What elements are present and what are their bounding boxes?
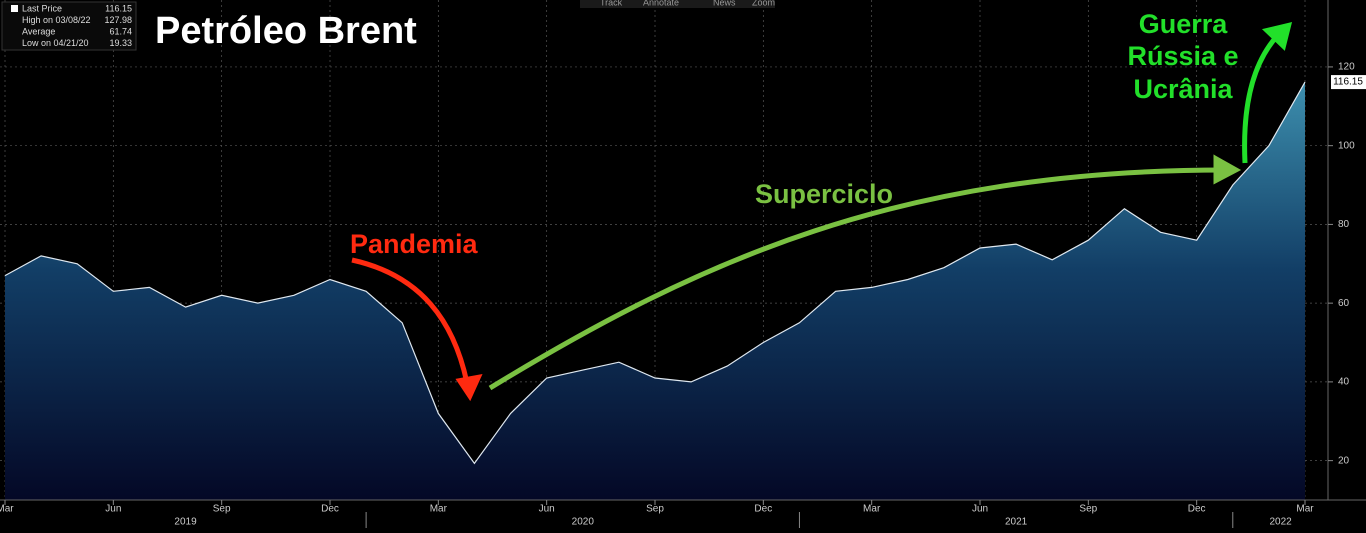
- annotation: Guerra: [1139, 9, 1229, 39]
- y-tick-label: 40: [1338, 377, 1350, 388]
- arrow: [351, 257, 471, 389]
- x-tick-label: Mar: [0, 504, 14, 515]
- legend-bg: [1, 1, 137, 51]
- legend-label: Last Price: [22, 3, 62, 13]
- y-tick-label: 100: [1338, 140, 1355, 151]
- legend-label: Average: [22, 26, 55, 36]
- legend-value: 19.33: [109, 38, 132, 48]
- x-tick-label: Dec: [1188, 504, 1206, 515]
- arrowhead: [1261, 21, 1293, 51]
- price-line: [4, 81, 1306, 465]
- x-tick-label: Sep: [646, 504, 664, 515]
- annotation: Pandemia: [350, 229, 479, 259]
- arrow: [488, 167, 1226, 391]
- toolbar-button: News: [713, 0, 736, 7]
- toolbar-bg: [580, 0, 775, 8]
- legend-box: Last Price 116.15 High on 03/08/22 127.98 Av…: [1, 1, 137, 51]
- last-price-label: 116.15: [1333, 77, 1363, 88]
- x-tick-label: Mar: [430, 504, 448, 515]
- x-tick-label: Jun: [972, 504, 988, 515]
- axes: 20 40 60 80 100 120 Mar Jun Sep Dec Mar Jun Sep Dec Ma…: [0, 62, 1366, 528]
- x-tick-label: Jun: [105, 504, 121, 515]
- y-tick-label: 80: [1338, 219, 1350, 230]
- year-label: 2020: [572, 517, 595, 528]
- x-tick-label: Sep: [213, 504, 231, 515]
- x-tick-label: Mar: [863, 504, 881, 515]
- annotation: Superciclo: [755, 179, 893, 209]
- year-label: 2022: [1270, 517, 1293, 528]
- annotation: Rússia e: [1127, 41, 1238, 71]
- legend-swatch: [11, 5, 18, 12]
- plot: [4, 81, 1306, 500]
- annotation: Ucrânia: [1133, 74, 1233, 104]
- area: [5, 82, 1305, 500]
- x-tick-label: Jun: [539, 504, 555, 515]
- arrowhead: [1213, 154, 1242, 185]
- year-label: 2021: [1005, 517, 1028, 528]
- y-tick-label: 60: [1338, 298, 1350, 309]
- x-tick-label: Mar: [1296, 504, 1314, 515]
- legend-label: Low on 04/21/20: [22, 38, 89, 48]
- legend-value: 116.15: [105, 3, 132, 13]
- toolbar: Track Annotate News Zoom: [580, 0, 775, 8]
- legend-label: High on 03/08/22: [22, 15, 91, 25]
- toolbar-button: Zoom: [752, 0, 775, 7]
- arrowhead: [455, 374, 483, 402]
- toolbar-button: Track: [600, 0, 623, 7]
- arrow: [1242, 33, 1280, 164]
- legend-value: 127.98: [104, 15, 132, 25]
- last-price-tag: [1331, 75, 1366, 90]
- year-label: 2019: [174, 517, 197, 528]
- y-tick-label: 120: [1338, 62, 1355, 73]
- y-tick-label: 20: [1338, 455, 1350, 466]
- x-tick-label: Sep: [1079, 504, 1097, 515]
- x-tick-label: Dec: [754, 504, 772, 515]
- chart-title: Petróleo Brent: [155, 10, 417, 52]
- x-tick-label: Dec: [321, 504, 339, 515]
- toolbar-button: Annotate: [643, 0, 679, 7]
- legend-value: 61.74: [109, 26, 132, 36]
